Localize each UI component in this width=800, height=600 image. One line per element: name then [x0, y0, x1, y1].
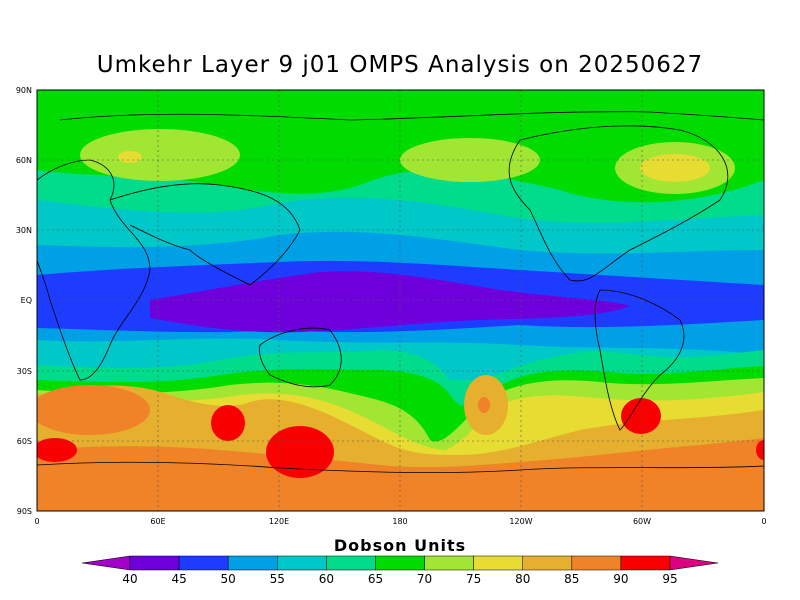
colorbar-tick-label: 50	[221, 572, 236, 586]
colorbar-tick-label: 85	[564, 572, 579, 586]
lat-label: 90S	[17, 507, 32, 516]
pacific-ridge-inner	[478, 397, 490, 413]
lon-label: 0	[761, 517, 766, 526]
colorbar-tick-label: 90	[613, 572, 628, 586]
lon-axis: 0 60E 120E 180 120W 60W 0	[34, 517, 766, 526]
lon-label: 60W	[633, 517, 651, 526]
colorbar-swatch	[227, 555, 278, 571]
colorbar-title: Dobson Units	[333, 536, 467, 555]
sh-band-90	[37, 438, 764, 511]
coast-australia	[259, 327, 342, 388]
max-southern-indian	[211, 405, 245, 441]
sh-band-90-sw	[37, 385, 150, 435]
colorbar-swatch	[129, 555, 180, 571]
band-45	[150, 271, 630, 333]
nh-max-europe-inner	[118, 151, 142, 163]
colorbar-tick-label: 40	[122, 572, 137, 586]
colorbar-swatch	[375, 555, 425, 571]
chart-title: Umkehr Layer 9 j01 OMPS Analysis on 2025…	[96, 52, 704, 78]
coast-antarctica	[37, 461, 764, 474]
colorbar-tick-label: 95	[662, 572, 677, 586]
coast-north-america	[508, 125, 729, 282]
lon-label: 0	[34, 517, 39, 526]
lat-label: 90N	[16, 86, 32, 95]
nh-max-america-inner	[640, 154, 710, 182]
coast-south-america	[594, 289, 685, 431]
colorbar-end-low	[81, 555, 131, 571]
colorbar-swatch	[277, 555, 327, 571]
colorbar-tick-label: 80	[515, 572, 530, 586]
colorbar-swatch	[178, 555, 229, 571]
lon-label: 120W	[509, 517, 532, 526]
coast-africa-europe	[37, 159, 151, 381]
colorbar-end-high	[669, 555, 719, 571]
nh-polar-band	[37, 90, 764, 203]
max-australia-south	[266, 426, 334, 478]
colorbar-tick-label: 70	[417, 572, 432, 586]
coastlines	[37, 111, 764, 474]
contour-field	[37, 90, 764, 511]
lat-label: 30S	[17, 367, 32, 376]
colorbar-swatch	[424, 555, 474, 571]
lat-label: 60N	[16, 156, 32, 165]
lat-axis: 90N 60N 30N EQ 30S 60S 90S	[16, 86, 32, 516]
colorbar-tick-label: 60	[319, 572, 334, 586]
colorbar-swatch	[620, 555, 671, 571]
colorbar-tick-label: 45	[171, 572, 186, 586]
colorbar-tick-label: 65	[368, 572, 383, 586]
colorbar-swatch	[571, 555, 622, 571]
colorbar-swatch	[473, 555, 523, 571]
coast-arctic	[59, 111, 764, 121]
colorbar-swatch	[522, 555, 573, 571]
lon-label: 120E	[269, 517, 289, 526]
nh-max-europe	[80, 129, 240, 181]
colorbar-swatch	[326, 555, 376, 571]
lon-label: 60E	[150, 517, 165, 526]
map-frame	[36, 89, 765, 512]
coast-asia	[109, 183, 301, 286]
graticule	[37, 90, 764, 511]
colorbar-tick-label: 55	[270, 572, 285, 586]
nh-max-asia	[400, 138, 540, 182]
colorbar-tick-label: 75	[466, 572, 481, 586]
colorbar: 40 45 50 55 60 65 70 75 80 85 90 95	[81, 555, 719, 586]
max-se-edge	[756, 440, 764, 460]
lat-label: EQ	[21, 296, 32, 305]
max-south-atlantic	[621, 398, 661, 434]
max-sw-edge	[37, 438, 77, 462]
lat-label: 60S	[17, 437, 32, 446]
lat-label: 30N	[16, 226, 32, 235]
lon-label: 180	[392, 517, 407, 526]
